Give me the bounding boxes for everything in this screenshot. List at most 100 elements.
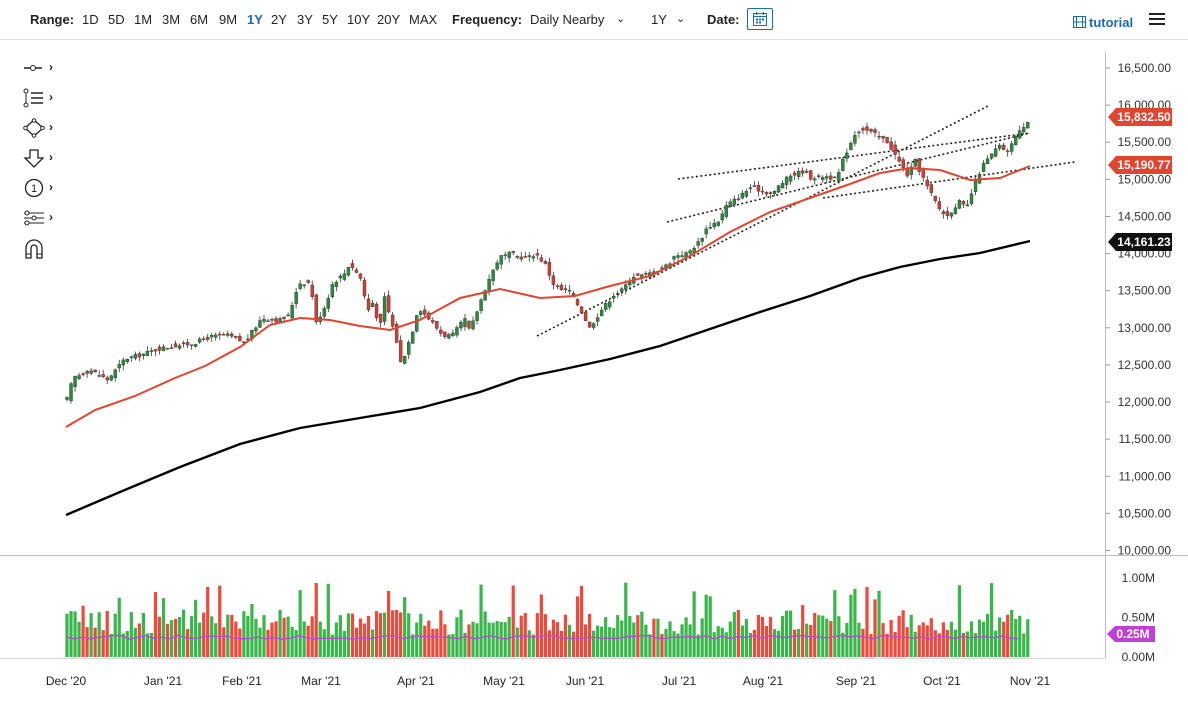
price-candle[interactable] bbox=[419, 311, 423, 315]
price-chart[interactable]: 16,500.0016,000.0015,500.0015,000.0014,5… bbox=[0, 40, 1188, 701]
price-candle[interactable] bbox=[583, 311, 588, 322]
price-candle[interactable] bbox=[294, 292, 298, 305]
volume-bar[interactable] bbox=[202, 612, 206, 657]
price-candle[interactable] bbox=[628, 282, 632, 286]
price-candle[interactable] bbox=[696, 241, 700, 246]
price-candle[interactable] bbox=[390, 314, 395, 327]
price-candle[interactable] bbox=[153, 349, 158, 352]
volume-bar[interactable] bbox=[817, 615, 821, 657]
price-candle[interactable] bbox=[780, 183, 785, 189]
price-candle[interactable] bbox=[784, 176, 789, 185]
trendline[interactable] bbox=[536, 104, 991, 337]
price-candle[interactable] bbox=[362, 279, 367, 297]
volume-bar[interactable] bbox=[873, 599, 877, 657]
volume-bar[interactable] bbox=[270, 622, 274, 657]
volume-bar[interactable] bbox=[937, 633, 941, 657]
price-candle[interactable] bbox=[394, 323, 399, 343]
volume-bar[interactable] bbox=[793, 629, 797, 657]
price-candle[interactable] bbox=[274, 318, 278, 323]
volume-bar[interactable] bbox=[173, 618, 178, 657]
volume-bar[interactable] bbox=[177, 617, 182, 657]
price-candle[interactable] bbox=[616, 293, 620, 295]
price-candle[interactable] bbox=[925, 179, 929, 187]
price-candle[interactable] bbox=[571, 293, 576, 296]
price-candle[interactable] bbox=[386, 295, 391, 313]
volume-bar[interactable] bbox=[740, 625, 744, 657]
volume-bar[interactable] bbox=[258, 627, 262, 657]
volume-bar[interactable] bbox=[969, 621, 974, 657]
price-candle[interactable] bbox=[298, 283, 302, 289]
volume-bar[interactable] bbox=[141, 612, 145, 657]
volume-bar[interactable] bbox=[527, 630, 531, 657]
price-candle[interactable] bbox=[161, 346, 166, 352]
price-candle[interactable] bbox=[133, 354, 138, 359]
volume-bar[interactable] bbox=[921, 622, 925, 657]
price-candle[interactable] bbox=[1005, 150, 1010, 153]
volume-bar[interactable] bbox=[801, 605, 805, 657]
volume-bar[interactable] bbox=[692, 591, 696, 657]
volume-bar[interactable] bbox=[575, 596, 580, 657]
volume-bar[interactable] bbox=[953, 629, 958, 657]
volume-bar[interactable] bbox=[161, 598, 166, 657]
price-candle[interactable] bbox=[193, 344, 198, 347]
price-candle[interactable] bbox=[431, 320, 435, 323]
volume-bar[interactable] bbox=[563, 614, 568, 657]
volume-bar[interactable] bbox=[181, 609, 186, 657]
volume-bar[interactable] bbox=[366, 616, 371, 657]
price-candle[interactable] bbox=[415, 315, 419, 332]
price-candle[interactable] bbox=[93, 369, 97, 373]
price-candle[interactable] bbox=[813, 178, 817, 181]
volume-bar[interactable] bbox=[583, 624, 588, 657]
price-candle[interactable] bbox=[226, 333, 230, 336]
price-candle[interactable] bbox=[334, 281, 339, 288]
volume-bar[interactable] bbox=[145, 633, 149, 657]
range-1m[interactable]: 1M bbox=[134, 12, 153, 27]
volume-bar[interactable] bbox=[491, 622, 495, 657]
price-candle[interactable] bbox=[443, 331, 447, 337]
price-candle[interactable] bbox=[969, 193, 974, 204]
volume-bar[interactable] bbox=[857, 622, 861, 657]
volume-bar[interactable] bbox=[945, 629, 949, 657]
volume-bar[interactable] bbox=[121, 633, 125, 657]
price-candle[interactable] bbox=[788, 175, 793, 182]
volume-bar[interactable] bbox=[789, 610, 793, 657]
price-candle[interactable] bbox=[210, 334, 214, 338]
volume-bar[interactable] bbox=[668, 621, 672, 657]
volume-bar[interactable] bbox=[451, 634, 455, 657]
volume-bar[interactable] bbox=[129, 612, 133, 657]
price-candle[interactable] bbox=[77, 375, 81, 379]
volume-bar[interactable] bbox=[841, 632, 845, 657]
range-1y[interactable]: 1Y bbox=[247, 12, 263, 27]
price-candle[interactable] bbox=[764, 192, 769, 195]
volume-bar[interactable] bbox=[889, 619, 893, 657]
volume-bar[interactable] bbox=[395, 609, 399, 657]
price-candle[interactable] bbox=[125, 359, 130, 363]
price-candle[interactable] bbox=[760, 190, 765, 193]
volume-bar[interactable] bbox=[206, 586, 210, 657]
price-candle[interactable] bbox=[358, 273, 363, 279]
price-candle[interactable] bbox=[644, 273, 648, 275]
price-candle[interactable] bbox=[909, 166, 913, 175]
price-candle[interactable] bbox=[720, 213, 724, 221]
volume-bar[interactable] bbox=[109, 633, 113, 657]
frequency-select[interactable]: Daily Nearby bbox=[530, 12, 605, 27]
price-candle[interactable] bbox=[595, 317, 600, 322]
price-candle[interactable] bbox=[101, 374, 105, 377]
range-2y[interactable]: 2Y bbox=[271, 12, 287, 27]
volume-bar[interactable] bbox=[1018, 615, 1022, 657]
volume-bar[interactable] bbox=[760, 616, 765, 657]
price-candle[interactable] bbox=[238, 336, 242, 342]
volume-bar[interactable] bbox=[728, 621, 732, 657]
price-candle[interactable] bbox=[748, 187, 753, 189]
price-candle[interactable] bbox=[1026, 121, 1030, 129]
price-candle[interactable] bbox=[740, 192, 745, 199]
price-candle[interactable] bbox=[1010, 143, 1014, 152]
price-candle[interactable] bbox=[177, 345, 182, 349]
price-candle[interactable] bbox=[483, 290, 487, 301]
price-candle[interactable] bbox=[796, 170, 801, 177]
range-9m[interactable]: 9M bbox=[219, 12, 238, 27]
volume-bar[interactable] bbox=[322, 629, 326, 657]
price-candle[interactable] bbox=[591, 323, 596, 328]
volume-bar[interactable] bbox=[772, 629, 777, 657]
annotation-tool[interactable]: 1 › bbox=[22, 178, 60, 200]
